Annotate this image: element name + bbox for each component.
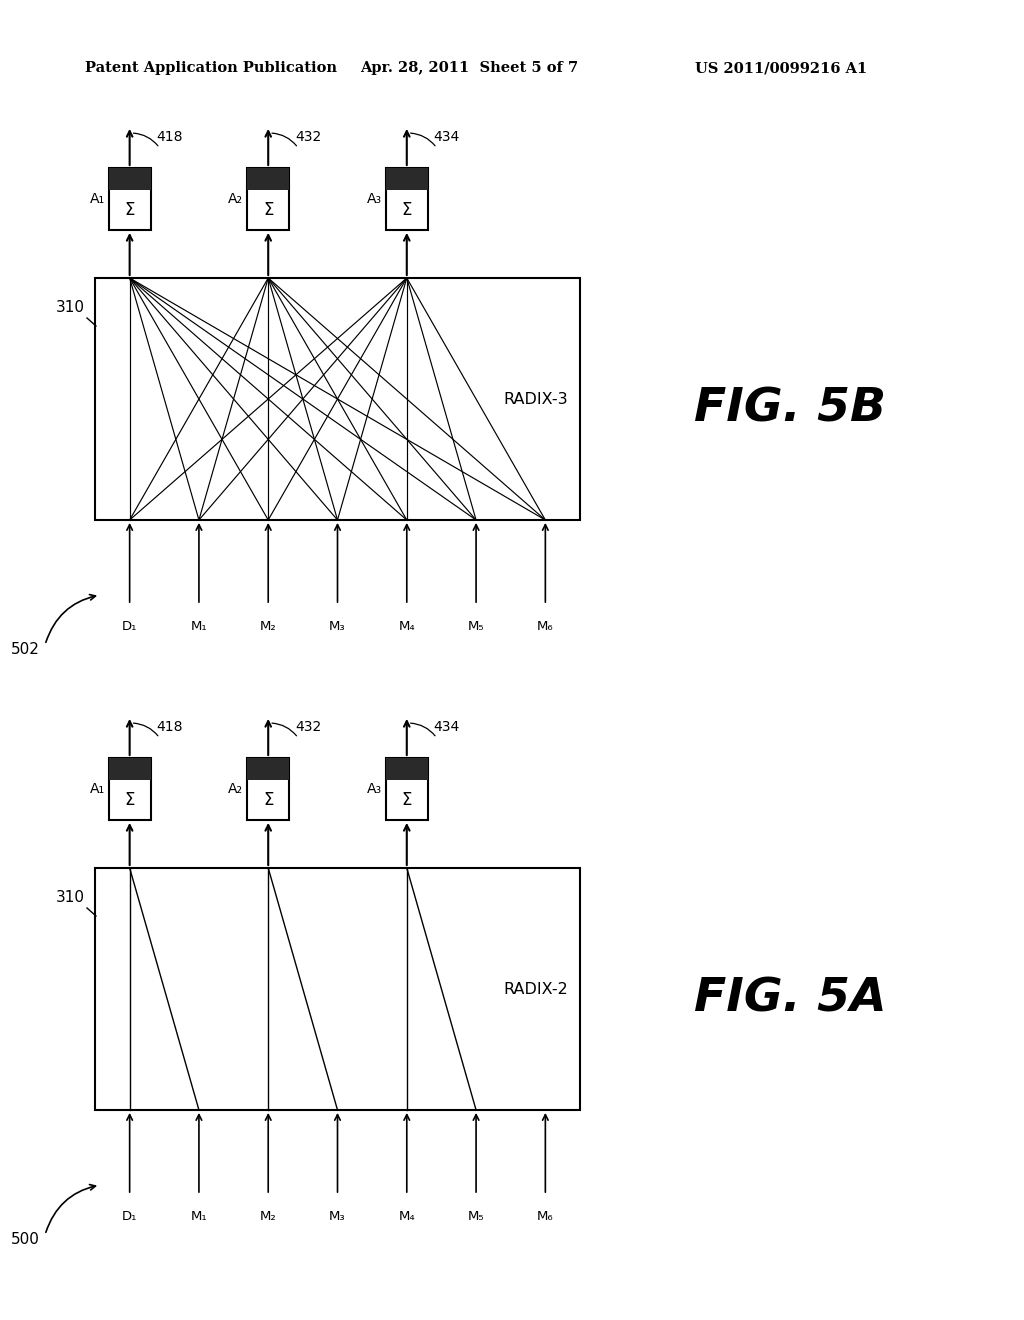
Text: Σ: Σ xyxy=(401,201,412,219)
Bar xyxy=(247,168,289,230)
Text: M₅: M₅ xyxy=(468,1210,484,1224)
Text: M₃: M₃ xyxy=(329,1210,346,1224)
Text: 502: 502 xyxy=(11,643,40,657)
Text: A₁: A₁ xyxy=(89,191,104,206)
Text: RADIX-3: RADIX-3 xyxy=(504,392,568,407)
Text: M₁: M₁ xyxy=(190,1210,207,1224)
Text: M₃: M₃ xyxy=(329,620,346,634)
Bar xyxy=(109,758,151,780)
Text: 310: 310 xyxy=(56,891,85,906)
Text: M₂: M₂ xyxy=(260,620,276,634)
Bar xyxy=(247,758,289,820)
Text: 434: 434 xyxy=(434,129,460,144)
Text: A₂: A₂ xyxy=(228,191,244,206)
Text: M₄: M₄ xyxy=(398,620,415,634)
Text: A₁: A₁ xyxy=(89,781,104,796)
Text: 432: 432 xyxy=(295,129,322,144)
Text: M₆: M₆ xyxy=(537,1210,554,1224)
Bar xyxy=(95,279,580,520)
Text: US 2011/0099216 A1: US 2011/0099216 A1 xyxy=(695,61,867,75)
Text: 310: 310 xyxy=(56,301,85,315)
Text: M₅: M₅ xyxy=(468,620,484,634)
Bar xyxy=(386,758,428,820)
Bar xyxy=(386,168,428,190)
Text: 434: 434 xyxy=(434,719,460,734)
Text: Σ: Σ xyxy=(124,791,135,809)
Text: 418: 418 xyxy=(157,719,183,734)
Bar xyxy=(247,168,289,190)
Text: Σ: Σ xyxy=(124,201,135,219)
Text: D₁: D₁ xyxy=(122,620,137,634)
Text: A₃: A₃ xyxy=(367,191,382,206)
Text: 432: 432 xyxy=(295,719,322,734)
Text: Σ: Σ xyxy=(263,201,273,219)
Text: RADIX-2: RADIX-2 xyxy=(503,982,568,997)
Text: M₆: M₆ xyxy=(537,620,554,634)
Bar xyxy=(386,168,428,230)
Text: M₁: M₁ xyxy=(190,620,207,634)
Text: A₃: A₃ xyxy=(367,781,382,796)
Bar xyxy=(109,168,151,190)
Text: A₂: A₂ xyxy=(228,781,244,796)
Text: Σ: Σ xyxy=(263,791,273,809)
Text: Apr. 28, 2011  Sheet 5 of 7: Apr. 28, 2011 Sheet 5 of 7 xyxy=(360,61,579,75)
Text: 418: 418 xyxy=(157,129,183,144)
Text: 500: 500 xyxy=(11,1233,40,1247)
Text: Patent Application Publication: Patent Application Publication xyxy=(85,61,337,75)
Text: FIG. 5B: FIG. 5B xyxy=(694,387,886,432)
Bar xyxy=(95,869,580,1110)
Bar xyxy=(109,758,151,820)
Bar xyxy=(247,758,289,780)
Bar xyxy=(109,168,151,230)
Text: D₁: D₁ xyxy=(122,1210,137,1224)
Text: M₂: M₂ xyxy=(260,1210,276,1224)
Bar xyxy=(386,758,428,780)
Text: M₄: M₄ xyxy=(398,1210,415,1224)
Text: FIG. 5A: FIG. 5A xyxy=(693,977,887,1022)
Text: Σ: Σ xyxy=(401,791,412,809)
